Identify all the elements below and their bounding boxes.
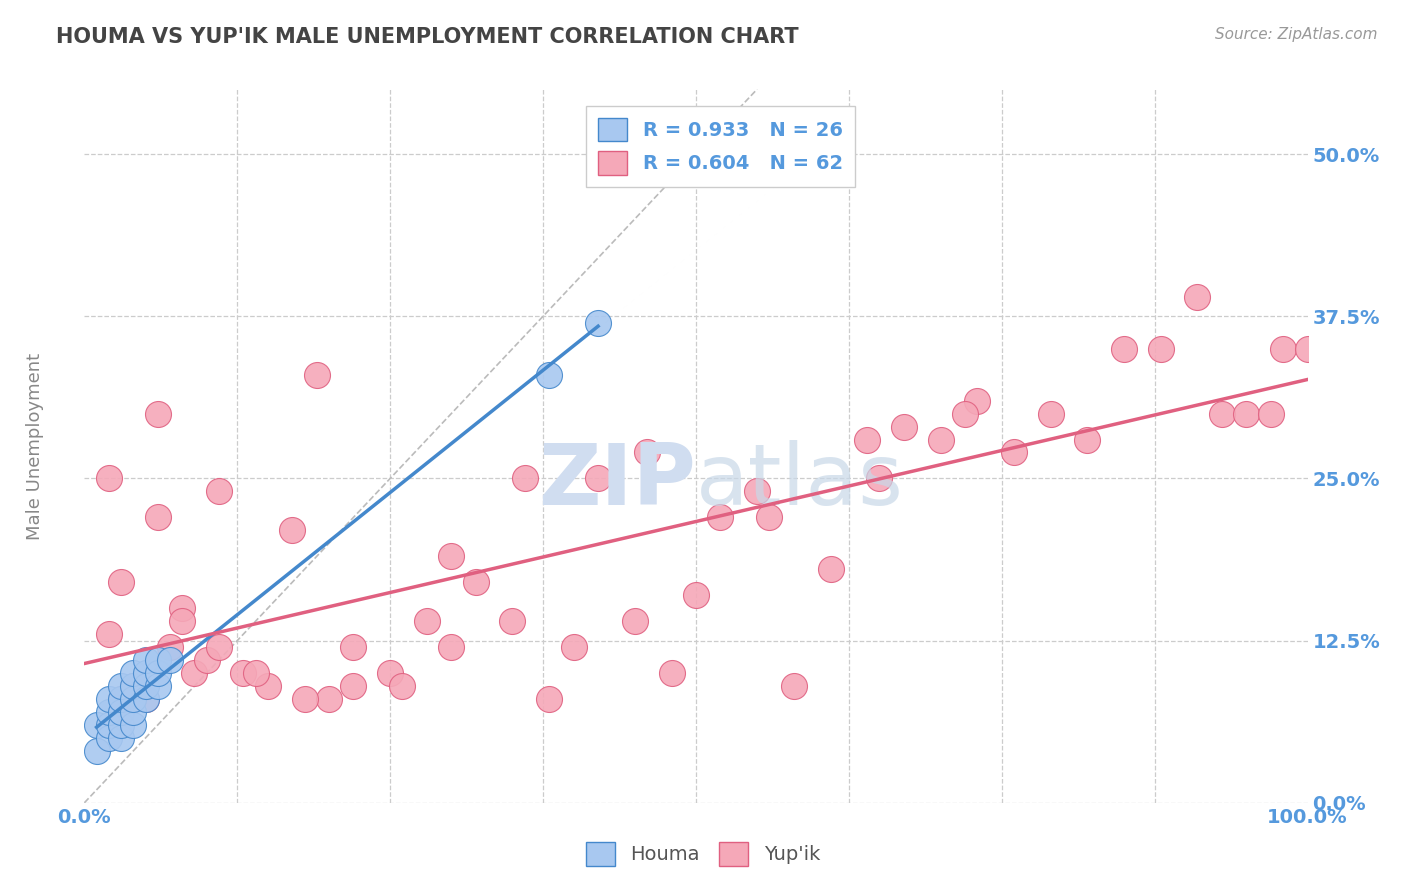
Point xyxy=(1260,407,1282,421)
Point xyxy=(391,679,413,693)
Point xyxy=(1114,342,1136,356)
Point xyxy=(305,368,328,382)
Point xyxy=(869,471,891,485)
Point xyxy=(440,549,463,564)
Point xyxy=(122,718,145,732)
Point xyxy=(110,718,132,732)
Point xyxy=(97,692,120,706)
Point xyxy=(122,692,145,706)
Point xyxy=(342,679,364,693)
Point xyxy=(97,718,120,732)
Point xyxy=(342,640,364,654)
Point xyxy=(513,471,536,485)
Point xyxy=(122,666,145,681)
Point xyxy=(97,471,120,485)
Point xyxy=(110,575,132,590)
Point xyxy=(820,562,842,576)
Point xyxy=(135,692,157,706)
Point xyxy=(97,731,120,745)
Point xyxy=(172,601,194,615)
Point xyxy=(97,627,120,641)
Point xyxy=(783,679,806,693)
Point xyxy=(538,368,561,382)
Point xyxy=(709,510,731,524)
Point xyxy=(1002,445,1025,459)
Point xyxy=(758,510,780,524)
Point xyxy=(281,524,304,538)
Point xyxy=(586,471,609,485)
Point xyxy=(929,433,952,447)
Point xyxy=(195,653,218,667)
Point xyxy=(135,692,157,706)
Point xyxy=(1076,433,1098,447)
Point xyxy=(380,666,402,681)
Point xyxy=(1236,407,1258,421)
Point xyxy=(110,705,132,719)
Point xyxy=(159,640,181,654)
Point xyxy=(562,640,585,654)
Point xyxy=(856,433,879,447)
Point xyxy=(146,666,169,681)
Point xyxy=(86,718,108,732)
Point xyxy=(146,407,169,421)
Point xyxy=(953,407,976,421)
Point xyxy=(232,666,254,681)
Point xyxy=(146,510,169,524)
Point xyxy=(97,705,120,719)
Point xyxy=(146,679,169,693)
Point xyxy=(135,679,157,693)
Point xyxy=(257,679,280,693)
Point xyxy=(110,679,132,693)
Point xyxy=(1039,407,1062,421)
Point xyxy=(208,484,231,499)
Point xyxy=(159,653,181,667)
Point xyxy=(318,692,340,706)
Text: Male Unemployment: Male Unemployment xyxy=(27,352,45,540)
Point xyxy=(172,614,194,628)
Text: HOUMA VS YUP'IK MALE UNEMPLOYMENT CORRELATION CHART: HOUMA VS YUP'IK MALE UNEMPLOYMENT CORREL… xyxy=(56,27,799,46)
Point xyxy=(183,666,205,681)
Point xyxy=(122,705,145,719)
Legend: Houma, Yup'ik: Houma, Yup'ik xyxy=(578,834,828,873)
Point xyxy=(208,640,231,654)
Point xyxy=(747,484,769,499)
Point xyxy=(1211,407,1233,421)
Text: ZIP: ZIP xyxy=(538,440,696,524)
Point xyxy=(110,692,132,706)
Legend: R = 0.933   N = 26, R = 0.604   N = 62: R = 0.933 N = 26, R = 0.604 N = 62 xyxy=(586,106,855,186)
Point xyxy=(146,653,169,667)
Point xyxy=(122,692,145,706)
Point xyxy=(416,614,439,628)
Point xyxy=(122,679,145,693)
Point xyxy=(586,316,609,330)
Point xyxy=(1296,342,1319,356)
Point xyxy=(538,692,561,706)
Point xyxy=(1187,290,1209,304)
Point xyxy=(1272,342,1295,356)
Point xyxy=(636,445,658,459)
Point xyxy=(245,666,267,681)
Point xyxy=(464,575,486,590)
Point xyxy=(685,588,707,602)
Point xyxy=(624,614,647,628)
Point xyxy=(893,419,915,434)
Point xyxy=(1150,342,1173,356)
Point xyxy=(122,679,145,693)
Point xyxy=(110,692,132,706)
Point xyxy=(110,731,132,745)
Point xyxy=(502,614,524,628)
Text: atlas: atlas xyxy=(696,440,904,524)
Point xyxy=(966,393,988,408)
Point xyxy=(294,692,316,706)
Point xyxy=(440,640,463,654)
Point xyxy=(86,744,108,758)
Text: Source: ZipAtlas.com: Source: ZipAtlas.com xyxy=(1215,27,1378,42)
Point xyxy=(135,666,157,681)
Point xyxy=(661,666,683,681)
Point xyxy=(135,653,157,667)
